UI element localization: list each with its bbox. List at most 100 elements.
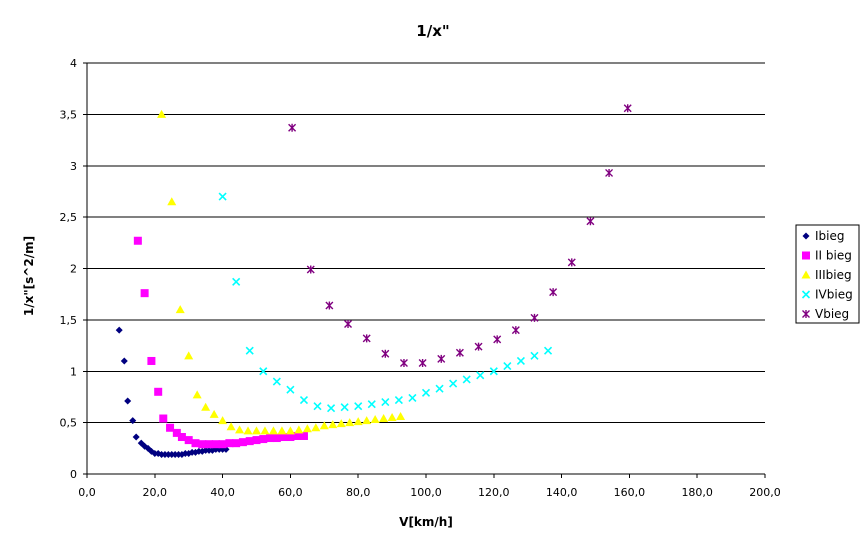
data-point-3 bbox=[396, 411, 406, 420]
x-tick-label: 140,0 bbox=[546, 486, 578, 499]
data-point-4 bbox=[516, 356, 525, 366]
data-point-3 bbox=[311, 423, 321, 432]
data-point-5 bbox=[344, 319, 353, 328]
data-point-4 bbox=[327, 404, 336, 413]
legend-label-4: IVbieg bbox=[815, 288, 853, 302]
data-point-4 bbox=[299, 395, 309, 405]
data-point-4 bbox=[313, 402, 322, 411]
data-point-2 bbox=[279, 433, 288, 442]
data-point-3 bbox=[319, 421, 329, 430]
data-point-4 bbox=[408, 393, 417, 403]
data-point-2 bbox=[225, 439, 234, 448]
data-point-4 bbox=[476, 371, 485, 380]
data-point-5 bbox=[567, 258, 576, 267]
legend-label-1: Ibieg bbox=[815, 229, 845, 243]
y-tick-label: 3,5 bbox=[60, 108, 78, 121]
data-point-2 bbox=[232, 439, 241, 448]
legend-marker-3 bbox=[801, 270, 811, 279]
data-point-3 bbox=[387, 412, 397, 421]
data-point-3 bbox=[328, 420, 338, 429]
data-point-4 bbox=[218, 192, 227, 201]
data-point-2 bbox=[286, 433, 295, 442]
data-point-3 bbox=[226, 422, 236, 431]
y-axis-title: 1/x"[s^2/m] bbox=[22, 236, 36, 316]
x-tick-label: 180,0 bbox=[681, 486, 713, 499]
data-point-3 bbox=[370, 415, 380, 424]
tick-labels: 00,511,522,533,540,0 20,0 40,0 60,0 80,0 100,… bbox=[60, 57, 781, 499]
data-point-2 bbox=[259, 435, 268, 444]
data-point-4 bbox=[394, 395, 403, 405]
data-point-3 bbox=[201, 402, 211, 411]
data-point-5 bbox=[530, 313, 539, 322]
data-point-4 bbox=[381, 398, 390, 407]
data-point-2 bbox=[172, 428, 181, 437]
data-point-5 bbox=[325, 301, 334, 310]
data-point-5 bbox=[306, 265, 315, 274]
data-point-3 bbox=[345, 418, 355, 427]
legend-marker-1 bbox=[802, 232, 810, 240]
data-point-5 bbox=[418, 359, 427, 368]
data-point-3 bbox=[235, 425, 245, 434]
data-point-3 bbox=[285, 426, 295, 435]
data-point-4 bbox=[421, 388, 431, 397]
data-point-2 bbox=[191, 439, 200, 448]
data-point-4 bbox=[489, 367, 498, 376]
data-point-3 bbox=[336, 419, 346, 428]
data-point-3 bbox=[175, 305, 185, 314]
data-point-3 bbox=[260, 426, 270, 435]
data-point-2 bbox=[238, 438, 247, 447]
data-point-2 bbox=[133, 236, 142, 245]
chart-title: 1/x" bbox=[416, 22, 449, 40]
y-tick-label: 3 bbox=[70, 160, 77, 173]
data-point-5 bbox=[586, 217, 595, 226]
data-point-2 bbox=[198, 440, 207, 449]
data-point-2 bbox=[293, 431, 302, 440]
data-point-4 bbox=[462, 375, 471, 384]
y-tick-label: 2,5 bbox=[60, 211, 78, 224]
data-point-4 bbox=[340, 403, 349, 412]
data-point-3 bbox=[243, 426, 253, 435]
data-point-4 bbox=[286, 385, 295, 394]
data-point-5 bbox=[549, 288, 558, 297]
data-point-4 bbox=[503, 362, 512, 371]
data-point-3 bbox=[192, 390, 202, 399]
data-point-4 bbox=[259, 367, 268, 376]
y-tick-label: 2 bbox=[70, 263, 77, 276]
data-point-4 bbox=[543, 346, 553, 355]
data-point-3 bbox=[184, 351, 194, 360]
data-point-5 bbox=[474, 342, 483, 351]
y-tick-label: 0 bbox=[70, 468, 77, 481]
y-tick-label: 0,5 bbox=[60, 417, 78, 430]
data-point-2 bbox=[252, 436, 261, 445]
data-point-2 bbox=[211, 440, 220, 449]
data-point-3 bbox=[167, 197, 177, 206]
legend: Ibieg II bieg IIIbieg IVbieg Vbieg bbox=[795, 224, 860, 324]
data-point-5 bbox=[511, 326, 520, 335]
data-point-3 bbox=[379, 414, 389, 423]
data-point-2 bbox=[266, 434, 275, 443]
data-point-2 bbox=[177, 433, 186, 442]
legend-marker-5 bbox=[802, 310, 810, 318]
legend-label-2: II bieg bbox=[815, 249, 852, 263]
data-point-4 bbox=[435, 384, 444, 393]
data-point-2 bbox=[166, 423, 175, 432]
y-tick-label: 1 bbox=[70, 365, 77, 378]
x-tick-label: 120,0 bbox=[478, 486, 510, 499]
data-point-5 bbox=[623, 104, 632, 113]
data-point-2 bbox=[205, 440, 214, 449]
data-point-3 bbox=[362, 416, 372, 425]
data-point-2 bbox=[245, 437, 254, 446]
legend-marker-4 bbox=[801, 290, 811, 299]
x-tick-label: 20,0 bbox=[143, 486, 168, 499]
legend-label-3: IIIbieg bbox=[815, 268, 852, 282]
x-tick-label: 40,0 bbox=[210, 486, 235, 499]
data-point-5 bbox=[288, 123, 297, 132]
x-tick-label: 160,0 bbox=[614, 486, 646, 499]
data-point-4 bbox=[354, 402, 363, 411]
data-point-3 bbox=[209, 409, 219, 418]
x-axis-title: V[km/h] bbox=[399, 515, 453, 529]
data-point-4 bbox=[530, 351, 539, 360]
data-point-5 bbox=[605, 168, 614, 177]
